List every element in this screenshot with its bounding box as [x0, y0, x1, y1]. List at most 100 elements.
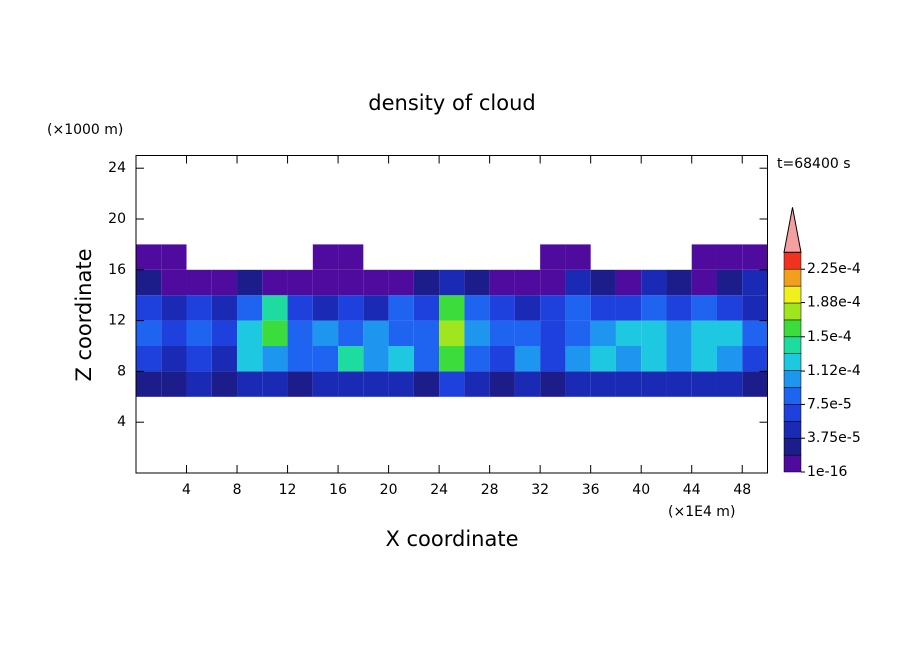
cell: [540, 320, 566, 346]
y-tick-label: 12: [108, 313, 126, 329]
cell: [287, 346, 313, 372]
cell: [211, 346, 238, 372]
cell: [464, 371, 490, 397]
cell: [439, 346, 465, 372]
cell: [615, 371, 642, 397]
cell: [338, 244, 364, 270]
x-tick-label: 28: [481, 482, 499, 498]
cell: [312, 244, 339, 270]
cell: [691, 371, 717, 397]
x-unit: (×1E4 m): [668, 504, 735, 520]
cell: [590, 346, 616, 372]
cell: [641, 320, 667, 346]
cell: [666, 371, 692, 397]
cell: [666, 295, 692, 321]
cell: [742, 244, 768, 270]
plot-frame: [135, 155, 768, 474]
cell: [439, 295, 465, 321]
x-tick-label: 8: [233, 482, 242, 498]
cell: [691, 269, 717, 296]
cell: [136, 320, 162, 346]
cell: [312, 346, 339, 372]
cell: [136, 269, 162, 296]
cell: [615, 346, 642, 372]
colorbar-band: [783, 454, 802, 473]
cell: [312, 371, 339, 397]
cell: [237, 269, 263, 296]
cell: [161, 295, 187, 321]
cell: [489, 320, 515, 346]
cell: [565, 346, 591, 372]
cell: [439, 371, 465, 397]
cell: [237, 320, 263, 346]
cell: [565, 244, 591, 270]
cell: [388, 346, 414, 372]
colorbar-band: [783, 437, 802, 456]
cell: [388, 295, 414, 321]
cell: [691, 295, 717, 321]
cell: [464, 320, 490, 346]
cell: [742, 269, 768, 296]
cell: [262, 295, 288, 321]
cell: [136, 371, 162, 397]
cell: [565, 295, 591, 321]
x-tick-label: 16: [329, 482, 347, 498]
cell: [161, 346, 187, 372]
x-tick-label: 24: [430, 482, 448, 498]
cell: [742, 371, 768, 397]
cell: [136, 244, 162, 270]
cell: [489, 346, 515, 372]
y-unit: (×1000 m): [47, 122, 123, 138]
cell: [161, 320, 187, 346]
cell: [641, 269, 667, 296]
cell: [287, 295, 313, 321]
cell: [691, 244, 717, 270]
colorbar-band: [783, 370, 802, 388]
cell: [388, 371, 414, 397]
cell: [388, 320, 414, 346]
cell: [514, 346, 541, 372]
cell: [742, 295, 768, 321]
cell: [161, 244, 187, 270]
cell: [514, 371, 541, 397]
cell: [742, 346, 768, 372]
cell: [211, 269, 238, 296]
cell: [641, 346, 667, 372]
y-axis-label: Z coordinate: [72, 248, 96, 381]
colorbar-band: [783, 336, 802, 354]
cell: [439, 320, 465, 346]
cell: [691, 346, 717, 372]
cell: [363, 269, 389, 296]
colorbar-band: [783, 252, 802, 270]
cell: [262, 320, 288, 346]
cell: [615, 269, 642, 296]
cell: [540, 346, 566, 372]
colorbar-tick-label: 1.12e-4: [807, 363, 861, 379]
cell: [565, 371, 591, 397]
cell: [287, 371, 313, 397]
colorbar-band: [783, 353, 802, 371]
cell: [413, 320, 440, 346]
cell: [666, 320, 692, 346]
chart-title: density of cloud: [368, 91, 535, 115]
cell: [716, 244, 743, 270]
cell: [338, 371, 364, 397]
cell: [514, 295, 541, 321]
cell: [590, 295, 616, 321]
cell: [262, 346, 288, 372]
x-tick-label: 20: [380, 482, 398, 498]
cell: [540, 295, 566, 321]
cell: [666, 269, 692, 296]
cell: [237, 371, 263, 397]
cell: [186, 295, 212, 321]
x-axis-label: X coordinate: [385, 527, 518, 551]
colorbar-band: [783, 404, 802, 422]
colorbar-tick-label: 3.75e-5: [807, 430, 861, 446]
cell: [514, 320, 541, 346]
colorbar-band: [783, 387, 802, 405]
colorbar-band: [783, 285, 802, 304]
y-tick-label: 20: [108, 211, 126, 227]
cell: [540, 269, 566, 296]
cell: [312, 295, 339, 321]
